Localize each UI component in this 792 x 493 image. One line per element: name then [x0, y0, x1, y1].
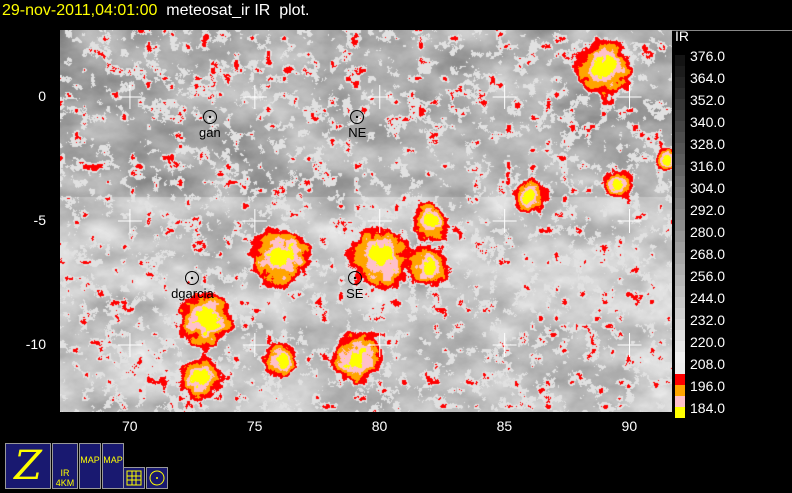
lon-tick: 90 — [621, 418, 638, 434]
colorbar-label: IR — [675, 28, 689, 44]
grid-cross — [367, 209, 392, 233]
grid-cross — [117, 209, 142, 233]
colorbar-segment — [675, 396, 685, 407]
grid-cross — [617, 209, 642, 233]
colorbar-tick: 352.0 — [690, 92, 726, 108]
colorbar-segment — [675, 407, 685, 418]
ir-4km-button[interactable]: IR 4KM — [52, 443, 78, 489]
colorbar-segment — [675, 198, 685, 209]
station-marker-icon — [185, 271, 200, 286]
plot-title: 29-nov-2011,04:01:00 meteosat_ir IR plot… — [2, 2, 309, 20]
colorbar-segment — [675, 143, 685, 154]
colorbar-tick: 244.0 — [690, 290, 726, 306]
grid-button[interactable] — [123, 467, 145, 489]
colorbar-segment — [675, 308, 685, 319]
grid-cross — [242, 84, 267, 109]
colorbar-segment — [675, 374, 685, 385]
colorbar-segment — [675, 286, 685, 297]
colorbar — [675, 55, 685, 418]
colorbar-segment — [675, 99, 685, 110]
lon-tick: 75 — [246, 418, 263, 434]
colorbar-segment — [675, 253, 685, 264]
colorbar-segment — [675, 330, 685, 341]
colorbar-tick: 316.0 — [690, 158, 726, 174]
grid-cross — [617, 84, 642, 109]
station-marker-icon — [347, 271, 362, 286]
colorbar-tick: 196.0 — [690, 378, 726, 394]
colorbar-tick: 328.0 — [690, 136, 726, 152]
colorbar-tick: 304.0 — [690, 180, 726, 196]
lon-tick: 85 — [496, 418, 513, 434]
colorbar-segment — [675, 352, 685, 363]
colorbar-segment — [675, 231, 685, 242]
station-label: gan — [199, 124, 221, 140]
grid-cross — [367, 84, 392, 109]
colorbar-tick: 220.0 — [690, 334, 726, 350]
colorbar-segment — [675, 77, 685, 88]
map-button-1[interactable]: MAP — [79, 443, 101, 489]
colorbar-segment — [675, 121, 685, 132]
grid-cross — [117, 84, 142, 109]
station-icon — [149, 470, 165, 486]
colorbar-segment — [675, 154, 685, 165]
colorbar-tick: 364.0 — [690, 70, 726, 86]
map-button-2[interactable]: MAP — [102, 443, 124, 489]
grid-cross — [492, 84, 517, 109]
lon-tick: 70 — [121, 418, 138, 434]
grid-cross — [367, 333, 392, 358]
colorbar-segment — [675, 220, 685, 231]
colorbar-segment — [675, 132, 685, 143]
colorbar-tick: 256.0 — [690, 268, 726, 284]
grid-icon — [126, 470, 142, 486]
grid-cross — [242, 209, 267, 233]
plot-title-text: meteosat_ir IR plot. — [157, 2, 310, 19]
colorbar-segment — [675, 341, 685, 352]
station-marker-icon — [202, 109, 217, 124]
station-button[interactable] — [146, 467, 168, 489]
colorbar-tick: 376.0 — [690, 48, 726, 64]
colorbar-segment — [675, 385, 685, 396]
grid-overlay — [117, 84, 642, 358]
station-label: NE — [348, 124, 367, 140]
grid-cross — [242, 333, 267, 358]
colorbar-tick: 184.0 — [690, 400, 726, 416]
colorbar-segment — [675, 110, 685, 121]
colorbar-tick: 232.0 — [690, 312, 726, 328]
station-marker-icon — [350, 109, 365, 124]
grid-cross — [492, 209, 517, 233]
divider — [672, 30, 792, 31]
lon-tick: 80 — [371, 418, 388, 434]
colorbar-segment — [675, 165, 685, 176]
colorbar-segment — [675, 264, 685, 275]
colorbar-tick: 280.0 — [690, 224, 726, 240]
colorbar-tick: 208.0 — [690, 356, 726, 372]
satellite-ir-image[interactable] — [60, 30, 672, 412]
zoom-button[interactable]: Z — [5, 443, 51, 489]
grid-cross — [492, 333, 517, 358]
colorbar-segment — [675, 242, 685, 253]
colorbar-segment — [675, 176, 685, 187]
colorbar-segment — [675, 187, 685, 198]
lat-tick: -10 — [25, 336, 46, 353]
grid-cross — [117, 333, 142, 358]
plot-datetime: 29-nov-2011,04:01:00 — [2, 2, 158, 19]
colorbar-segment — [675, 319, 685, 330]
lat-tick: -5 — [33, 212, 46, 228]
colorbar-segment — [675, 275, 685, 286]
colorbar-tick: 268.0 — [690, 246, 726, 262]
station-label: dgarcia — [171, 286, 214, 302]
colorbar-segment — [675, 66, 685, 77]
colorbar-tick: 292.0 — [690, 202, 726, 218]
colorbar-segment — [675, 55, 685, 66]
colorbar-segment — [675, 88, 685, 99]
colorbar-segment — [675, 209, 685, 220]
colorbar-tick: 340.0 — [690, 114, 726, 130]
colorbar-segment — [675, 363, 685, 374]
lat-tick: 0 — [38, 87, 46, 104]
station-label: SE — [346, 286, 364, 302]
grid-cross — [617, 333, 642, 358]
colorbar-segment — [675, 297, 685, 308]
